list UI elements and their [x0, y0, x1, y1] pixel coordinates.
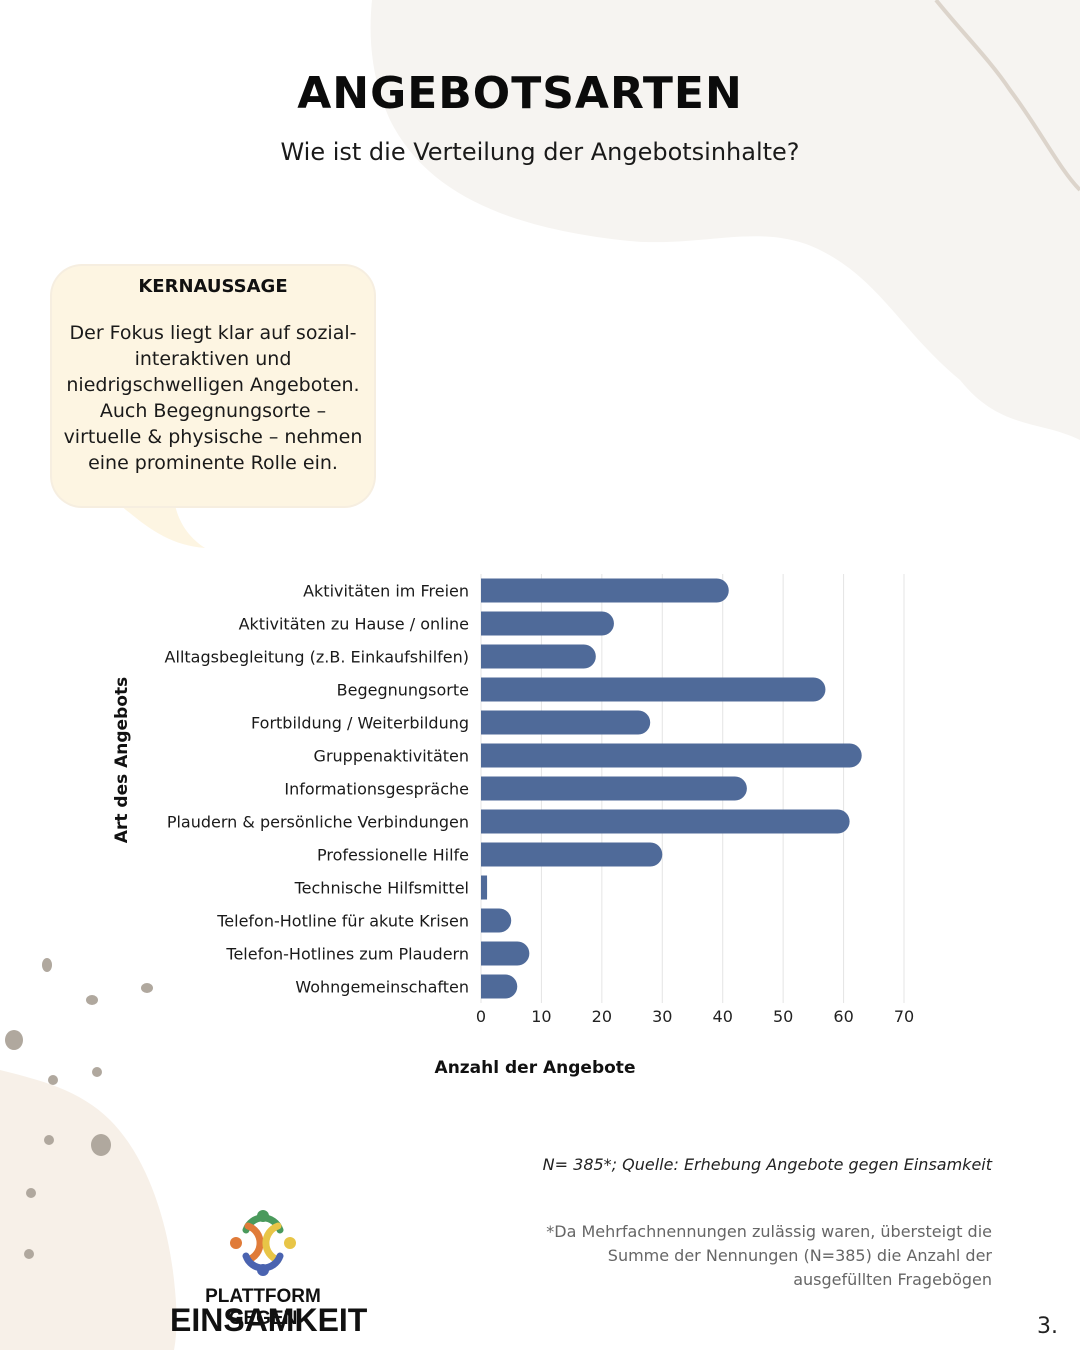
x-tick-label: 40	[713, 1007, 733, 1026]
category-label: Gruppenaktivitäten	[314, 747, 469, 766]
category-label: Wohngemeinschaften	[295, 978, 469, 997]
y-axis-title: Art des Angebots	[112, 677, 132, 843]
bar-base	[481, 578, 493, 603]
category-label: Telefon-Hotlines zum Plaudern	[225, 945, 469, 964]
bar-base	[481, 809, 493, 834]
category-label: Telefon-Hotline für akute Krisen	[216, 912, 469, 931]
bar-base	[481, 842, 493, 867]
bar-base	[481, 974, 493, 999]
x-tick-label: 50	[773, 1007, 793, 1026]
bar	[481, 677, 826, 702]
speech-bubble-tail	[120, 505, 205, 548]
category-label: Informationsgespräche	[284, 780, 469, 799]
callout-bubble	[52, 266, 374, 506]
x-tick-labels: 0 10 20 30 40 50 60 70	[476, 1007, 914, 1026]
bar-base	[481, 776, 493, 801]
category-label: Aktivitäten zu Hause / online	[239, 615, 469, 634]
category-labels: Aktivitäten im Freien Aktivitäten zu Haus…	[165, 582, 469, 997]
x-tick-label: 60	[833, 1007, 853, 1026]
bar	[481, 611, 614, 636]
bar-base	[481, 644, 493, 669]
bar	[481, 578, 729, 603]
x-tick-label: 10	[531, 1007, 551, 1026]
tan-line-decoration	[934, 0, 1080, 192]
bar	[481, 743, 862, 768]
page-title: ANGEBOTSARTEN	[297, 68, 743, 119]
bar	[481, 710, 651, 735]
category-label: Professionelle Hilfe	[317, 846, 469, 865]
bars	[481, 578, 862, 999]
x-axis-title: Anzahl der Angebote	[435, 1058, 636, 1078]
category-label: Fortbildung / Weiterbildung	[251, 714, 469, 733]
bar	[481, 644, 596, 669]
category-label: Alltagsbegleitung (z.B. Einkaufshilfen)	[165, 648, 469, 667]
x-tick-label: 0	[476, 1007, 486, 1026]
bar-base	[481, 710, 493, 735]
x-tick-label: 30	[652, 1007, 672, 1026]
bar-base	[481, 611, 493, 636]
bar	[481, 776, 747, 801]
page-subtitle: Wie ist die Verteilung der Angebotsinhal…	[280, 138, 800, 166]
bar-base	[481, 941, 493, 966]
bar	[481, 842, 663, 867]
dots-decoration	[5, 958, 153, 1259]
bar-base	[481, 743, 493, 768]
callout-heading: KERNAUSSAGE	[138, 276, 288, 297]
x-tick-label: 70	[894, 1007, 914, 1026]
page-number: 3.	[1037, 1314, 1058, 1339]
beige-blob-top-right	[370, 0, 1080, 440]
bar	[481, 809, 850, 834]
callout-body: Der Fokus liegt klar auf sozial-interakt…	[63, 322, 363, 474]
category-label: Plaudern & persönliche Verbindungen	[167, 813, 469, 832]
category-label: Technische Hilfsmittel	[294, 879, 469, 898]
logo-text-line2: EINSAMKEIT	[170, 1302, 368, 1338]
bar	[481, 941, 530, 966]
bar-base	[481, 875, 488, 900]
bar-base	[481, 677, 493, 702]
footnote: *Da Mehrfachnennungen zulässig waren, üb…	[546, 1222, 992, 1289]
bar-base	[481, 908, 493, 933]
category-label: Begegnungsorte	[337, 681, 469, 700]
category-label: Aktivitäten im Freien	[303, 582, 469, 601]
source-note: N= 385*; Quelle: Erhebung Angebote gegen…	[542, 1155, 992, 1174]
logo-icon	[230, 1210, 296, 1276]
logo-text-line1: PLATTFORM GEGEN	[205, 1286, 321, 1329]
x-tick-label: 20	[592, 1007, 612, 1026]
